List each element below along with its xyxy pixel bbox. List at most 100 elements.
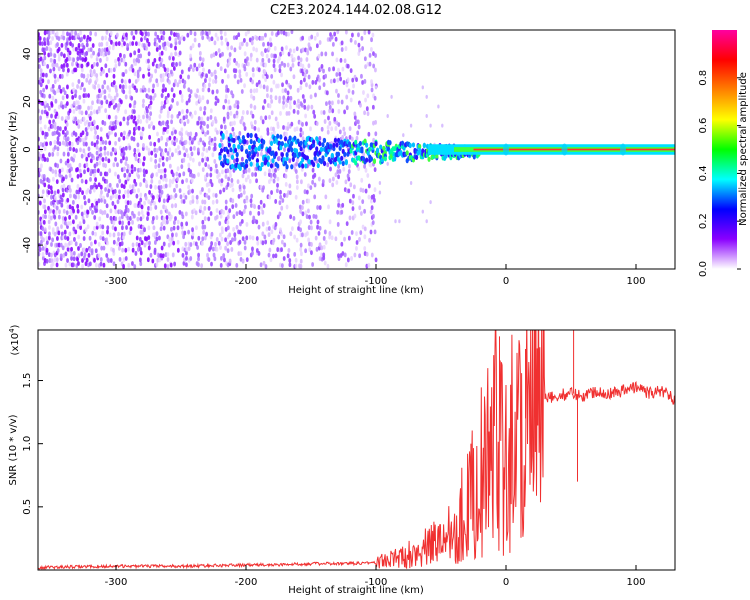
heatmap-cell — [202, 146, 206, 152]
heatmap-cell — [163, 41, 167, 47]
heatmap-cell — [363, 30, 367, 35]
heatmap-cell — [41, 226, 45, 232]
heatmap-cell — [120, 167, 124, 173]
heatmap-cell — [149, 157, 153, 162]
heatmap-cell — [145, 113, 149, 119]
heatmap-cell — [233, 58, 236, 63]
heatmap-cell — [160, 50, 164, 56]
heatmap-cell — [283, 62, 287, 68]
heatmap-cell — [188, 93, 192, 99]
heatmap-cell — [134, 125, 138, 131]
heatmap-cell — [238, 138, 242, 144]
snr-y-multiplier-exp: 4 — [8, 328, 16, 333]
heatmap-cell — [279, 134, 283, 140]
heatmap-cell — [211, 199, 215, 205]
heatmap-cell — [325, 90, 329, 96]
heatmap-cell — [285, 79, 289, 85]
heatmap-cell — [151, 95, 155, 101]
heatmap-cell — [332, 66, 336, 72]
heatmap-cell — [242, 38, 246, 43]
heatmap-cell — [285, 155, 289, 161]
heatmap-cell — [310, 104, 314, 110]
heatmap-cell — [84, 135, 88, 141]
heatmap-cell — [196, 88, 199, 94]
heatmap-cell — [87, 198, 91, 204]
heatmap-cell — [114, 63, 118, 69]
heatmap-cell — [226, 158, 230, 164]
heatmap-cell — [350, 256, 353, 261]
heatmap-cell — [349, 68, 353, 74]
heatmap-cell — [93, 257, 96, 263]
heatmap-cell — [249, 103, 253, 109]
heatmap-cell — [295, 185, 299, 190]
heatmap-cell — [189, 64, 193, 70]
heatmap-cell — [318, 205, 322, 210]
heatmap-cell — [264, 62, 267, 68]
heatmap-cell — [285, 152, 289, 158]
heatmap-cell — [172, 66, 176, 71]
heatmap-cell — [124, 84, 128, 90]
heatmap-cell — [360, 177, 364, 183]
heatmap-cell — [316, 162, 320, 169]
heatmap-cell — [367, 194, 371, 200]
heatmap-cell — [76, 56, 80, 62]
heatmap-cell — [117, 41, 121, 46]
heatmap-cell — [66, 31, 69, 37]
heatmap-cell — [257, 79, 261, 85]
heatmap-cell — [122, 53, 126, 59]
heatmap-cell — [117, 137, 121, 142]
heatmap-cell — [309, 46, 312, 52]
heatmap-cell — [331, 108, 335, 114]
heatmap-cell — [191, 43, 195, 48]
heatmap-cell — [128, 145, 132, 151]
heatmap-cell — [198, 161, 201, 167]
heatmap-cell — [49, 40, 53, 46]
heatmap-cell — [301, 205, 304, 211]
heatmap-cell — [272, 253, 275, 259]
heatmap-cell — [175, 171, 179, 177]
heatmap-cell — [74, 116, 78, 122]
heatmap-cell — [59, 242, 63, 248]
heatmap-cell — [168, 155, 172, 161]
heatmap-cell — [301, 35, 305, 41]
heatmap-cell — [81, 130, 85, 136]
heatmap-cell — [135, 193, 139, 199]
heatmap-cell — [137, 187, 140, 193]
heatmap-cell — [155, 47, 159, 52]
heatmap-cell — [373, 95, 377, 101]
heatmap-cell — [241, 110, 245, 115]
heatmap-cell — [116, 199, 120, 205]
heatmap-cell — [86, 224, 90, 230]
heatmap-cell — [122, 184, 126, 190]
heatmap-cell — [378, 180, 382, 185]
heatmap-cell — [134, 153, 138, 159]
heatmap-cell — [366, 173, 370, 178]
heatmap-cell — [45, 247, 49, 253]
heatmap-cell — [199, 137, 203, 143]
heatmap-cell — [39, 76, 43, 82]
heatmap-cell — [318, 85, 322, 91]
heatmap-cell — [332, 142, 336, 149]
heatmap-cell — [278, 95, 282, 101]
heatmap-cell — [327, 115, 330, 121]
heatmap-cell — [79, 119, 83, 125]
heatmap-cell — [279, 194, 283, 200]
heatmap-cell — [55, 179, 59, 185]
heatmap-cell — [112, 41, 116, 47]
heatmap-cell — [49, 68, 52, 74]
heatmap-cell — [104, 156, 108, 162]
heatmap-cell — [313, 182, 317, 188]
heatmap-cell — [358, 47, 362, 53]
colorbar-tick-label: 0.0 — [698, 261, 709, 277]
heatmap-cell — [155, 78, 159, 84]
heatmap-cell — [320, 110, 324, 115]
heatmap-cell — [154, 184, 157, 190]
heatmap-cell — [328, 104, 332, 110]
heatmap-cell — [367, 131, 371, 137]
heatmap-cell — [289, 66, 293, 72]
heatmap-cell — [205, 193, 209, 198]
heatmap-cell — [366, 150, 370, 156]
heatmap-cell — [205, 231, 208, 237]
heatmap-cell — [255, 82, 259, 88]
heatmap-cell — [120, 151, 124, 157]
